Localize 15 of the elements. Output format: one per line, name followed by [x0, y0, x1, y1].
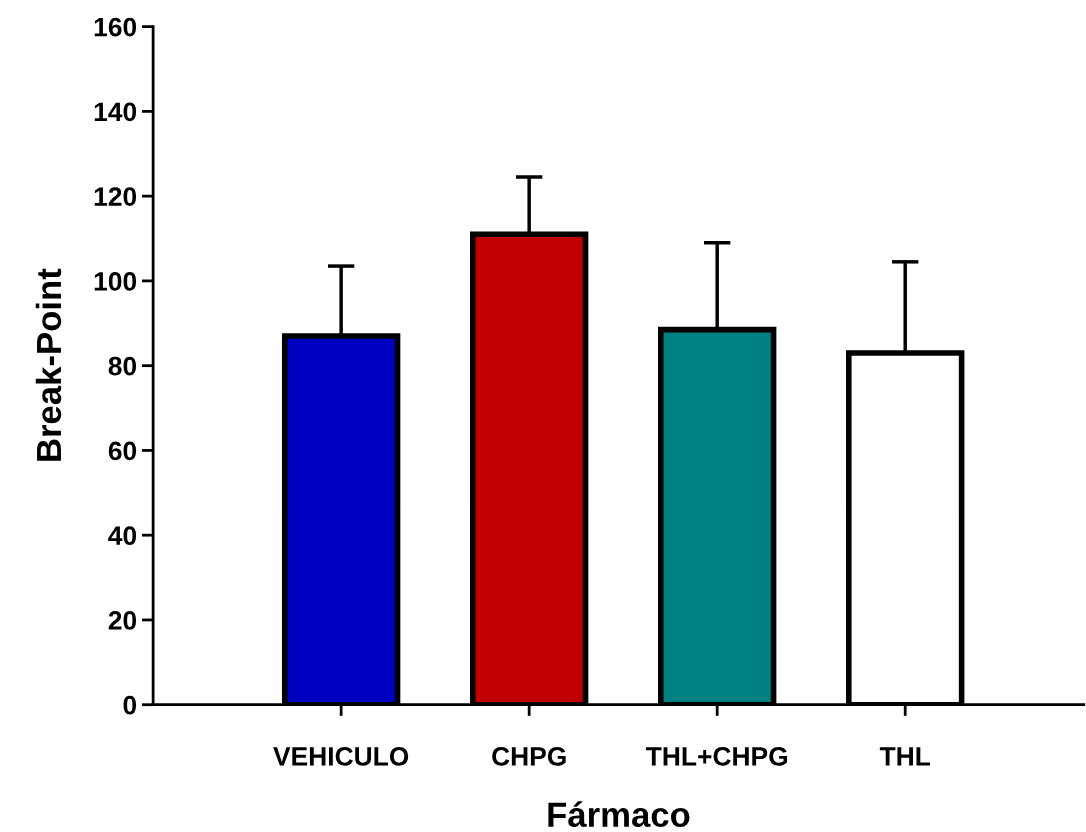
x-tick-label: THL: [879, 747, 931, 766]
y-tick-label: 100: [94, 272, 137, 291]
y-tick-label: 20: [108, 611, 137, 630]
x-tick-label: VEHICULO: [273, 747, 409, 766]
y-tick-label: 140: [94, 102, 137, 122]
y-tick-label: 40: [108, 526, 137, 546]
x-tick-label: THL+CHPG: [646, 747, 788, 766]
y-tick-label: 160: [94, 17, 137, 37]
y-tick-label: 120: [94, 187, 137, 206]
y-axis-title: Break-Point: [35, 268, 62, 461]
x-tick-label: CHPG: [492, 747, 566, 766]
x-axis-title: Fármaco: [548, 801, 690, 828]
y-tick-label: 0: [123, 695, 137, 715]
y-tick-label: 80: [108, 356, 137, 376]
y-tick-label: 60: [108, 441, 137, 461]
